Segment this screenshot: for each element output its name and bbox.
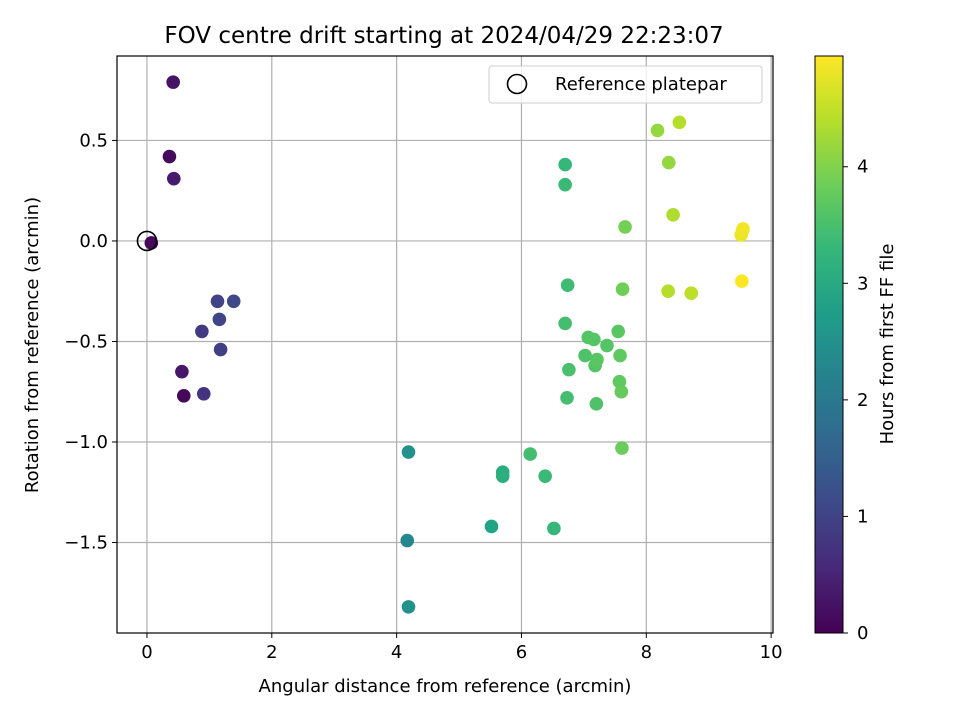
data-point [734,274,749,288]
data-point [613,348,627,363]
reference-platepar-marker [136,230,158,252]
x-axis-label: Angular distance from reference (arcmin) [259,676,632,697]
data-point [226,294,241,309]
data-point [600,338,614,353]
data-point [166,75,180,89]
data-point [538,469,552,483]
colorbar-ticks: 0 1 2 3 4 [843,157,868,644]
plot-frame [116,55,774,634]
data-point [175,364,189,379]
colorbar-tick-label: 0 [857,623,868,644]
data-point [661,284,675,299]
data-point [615,282,630,297]
y-axis-label: Rotation from reference (arcmin) [22,197,43,493]
data-point [484,519,499,534]
colorbar-tick-label: 4 [857,157,868,178]
data-point [560,390,574,405]
y-axis-ticks: 0.5 0.0 −0.5 −1.0 −1.5 [64,130,117,554]
data-points [136,75,750,614]
data-point [212,312,227,327]
grid [117,56,773,633]
data-point [590,352,604,367]
data-point [195,324,209,339]
data-point [578,348,592,363]
data-point [166,171,181,186]
data-point [560,278,575,292]
legend-marker-reference-platepar [506,73,528,95]
data-point [196,386,211,401]
data-point [661,155,676,170]
colorbar-label: Hours from first FF file [877,244,898,445]
data-point [589,397,604,411]
data-point [615,441,629,455]
data-point [612,374,627,389]
data-point [401,600,416,614]
legend-box [488,65,763,104]
x-tick-label: 0 [141,642,152,663]
data-point [523,447,537,461]
x-tick-label: 6 [516,642,527,663]
data-point [611,324,626,339]
data-point [587,332,601,347]
x-tick-label: 4 [391,642,402,663]
data-point [684,286,699,301]
legend-label-reference-platepar: Reference platepar [555,74,727,95]
data-point [210,294,225,309]
colorbar-tick-label: 2 [857,390,868,411]
y-tick-label: −1.5 [64,533,108,554]
data-point [666,208,680,222]
legend: Reference platepar [488,65,763,104]
y-tick-label: −1.0 [64,432,108,453]
data-point [547,521,561,536]
data-point [735,224,750,238]
data-point [650,123,665,138]
data-point [618,220,632,234]
x-tick-label: 8 [641,642,652,663]
y-tick-label: 0.5 [79,130,108,151]
y-tick-label: −0.5 [64,331,108,352]
x-axis-ticks: 0 2 4 6 8 10 [141,633,783,663]
data-point [614,384,629,399]
data-point [558,157,572,172]
data-point [558,316,572,331]
chart-title: FOV centre drift starting at 2024/04/29 … [164,23,723,49]
colorbar [814,55,844,634]
colorbar-tick-label: 1 [857,506,868,527]
x-tick-label: 2 [266,642,277,663]
data-point [176,388,191,403]
data-point [495,469,510,483]
colorbar-tick-label: 3 [857,273,868,294]
data-point [558,177,572,192]
data-point [400,533,415,548]
y-tick-label: 0.0 [79,231,108,252]
data-point [401,445,416,459]
data-point [162,149,177,164]
data-point [213,342,228,357]
x-tick-label: 10 [760,642,783,663]
data-point [672,115,687,130]
data-point [562,362,576,377]
